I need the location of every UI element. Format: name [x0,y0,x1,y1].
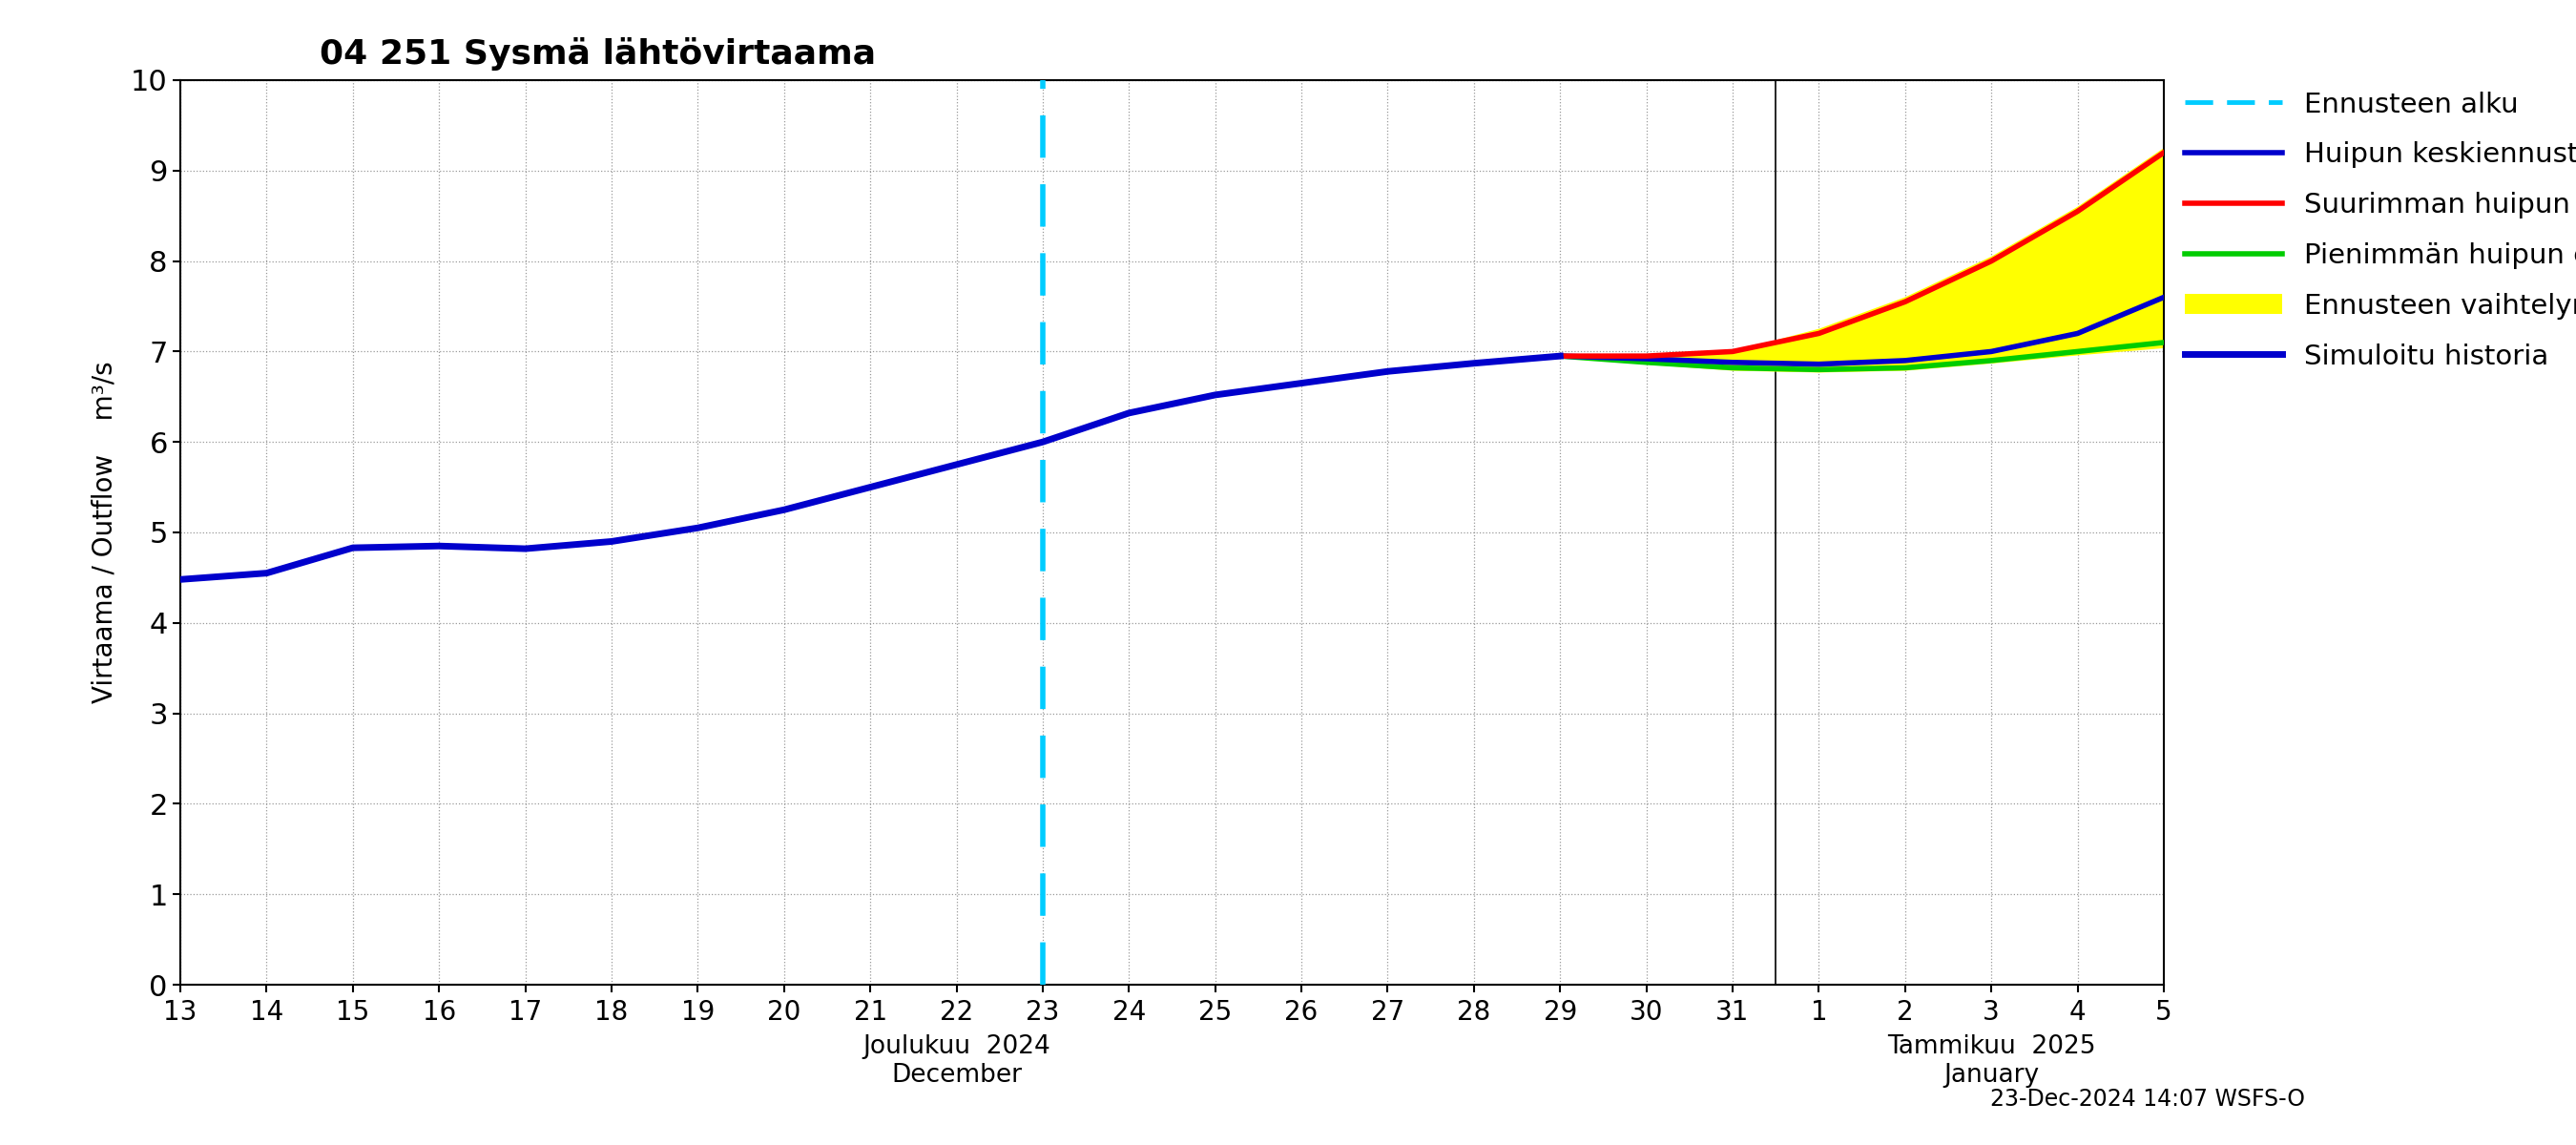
Text: 04 251 Sysmä lähtövirtaama: 04 251 Sysmä lähtövirtaama [319,38,876,71]
Text: Tammikuu  2025
January: Tammikuu 2025 January [1888,1034,2097,1088]
Text: 23-Dec-2024 14:07 WSFS-O: 23-Dec-2024 14:07 WSFS-O [1991,1088,2306,1111]
Y-axis label: Virtaama / Outflow    m³/s: Virtaama / Outflow m³/s [90,362,118,703]
Legend: Ennusteen alku, Huipun keskiennuste, Suurimman huipun ennuste, Pienimmän huipun : Ennusteen alku, Huipun keskiennuste, Suu… [2174,80,2576,381]
Text: Joulukuu  2024
December: Joulukuu 2024 December [863,1034,1051,1088]
